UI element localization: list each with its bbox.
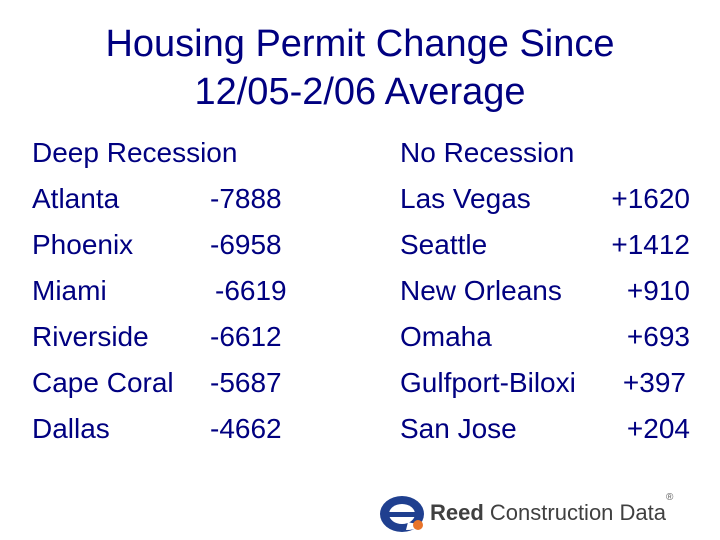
city-name: Miami bbox=[32, 275, 107, 306]
registered-mark: ® bbox=[666, 492, 674, 503]
permit-change-value: -6612 bbox=[210, 321, 282, 352]
list-item: Miami -6619 bbox=[32, 268, 322, 314]
no-recession-column: No Recession Las Vegas +1620 Seattle +14… bbox=[400, 130, 700, 452]
permit-change-value: +204 bbox=[626, 413, 690, 444]
list-item: New Orleans +910 bbox=[400, 268, 700, 314]
slide-title: Housing Permit Change Since 12/05-2/06 A… bbox=[0, 20, 720, 116]
permit-change-value: +1620 bbox=[611, 183, 690, 214]
permit-change-value: -6958 bbox=[210, 229, 282, 260]
city-name: Cape Coral bbox=[32, 367, 174, 398]
logo-word-construction-data: Construction Data bbox=[483, 500, 666, 525]
list-item: Phoenix -6958 bbox=[32, 222, 322, 268]
title-line-1: Housing Permit Change Since bbox=[105, 23, 615, 65]
permit-change-value: +693 bbox=[626, 321, 690, 352]
list-item: Las Vegas +1620 bbox=[400, 176, 700, 222]
list-item: Gulfport-Biloxi +397 bbox=[400, 360, 700, 406]
deep-recession-column: Deep Recession Atlanta -7888 Phoenix -69… bbox=[32, 130, 322, 452]
permit-change-value: +397 bbox=[622, 367, 686, 398]
list-item: Dallas -4662 bbox=[32, 406, 322, 452]
city-name: San Jose bbox=[400, 413, 517, 444]
logo-wordmark: Reed Construction Data bbox=[430, 500, 666, 526]
no-recession-heading: No Recession bbox=[400, 137, 575, 168]
list-item: Seattle +1412 bbox=[400, 222, 700, 268]
city-name: Omaha bbox=[400, 321, 492, 352]
city-name: Dallas bbox=[32, 413, 110, 444]
permit-change-value: -7888 bbox=[210, 183, 282, 214]
title-line-2: 12/05-2/06 Average bbox=[194, 71, 526, 113]
reed-construction-data-logo: Reed Construction Data ® bbox=[378, 492, 688, 534]
list-item: Cape Coral -5687 bbox=[32, 360, 322, 406]
deep-recession-heading: Deep Recession bbox=[32, 137, 238, 168]
list-item: San Jose +204 bbox=[400, 406, 700, 452]
logo-mark-icon bbox=[380, 496, 426, 532]
permit-change-value: +910 bbox=[626, 275, 690, 306]
logo-word-reed: Reed bbox=[430, 500, 484, 525]
city-name: Riverside bbox=[32, 321, 149, 352]
city-name: Seattle bbox=[400, 229, 488, 260]
city-name: Las Vegas bbox=[400, 183, 531, 214]
permit-change-value: -6619 bbox=[215, 275, 287, 306]
city-name: New Orleans bbox=[400, 275, 562, 306]
list-item: Riverside -6612 bbox=[32, 314, 322, 360]
list-item: Omaha +693 bbox=[400, 314, 700, 360]
permit-change-value: +1412 bbox=[611, 229, 690, 260]
permit-change-value: -4662 bbox=[210, 413, 282, 444]
city-name: Atlanta bbox=[32, 183, 120, 214]
city-name: Gulfport-Biloxi bbox=[400, 367, 576, 398]
city-name: Phoenix bbox=[32, 229, 134, 260]
permit-change-value: -5687 bbox=[210, 367, 282, 398]
list-item: Atlanta -7888 bbox=[32, 176, 322, 222]
